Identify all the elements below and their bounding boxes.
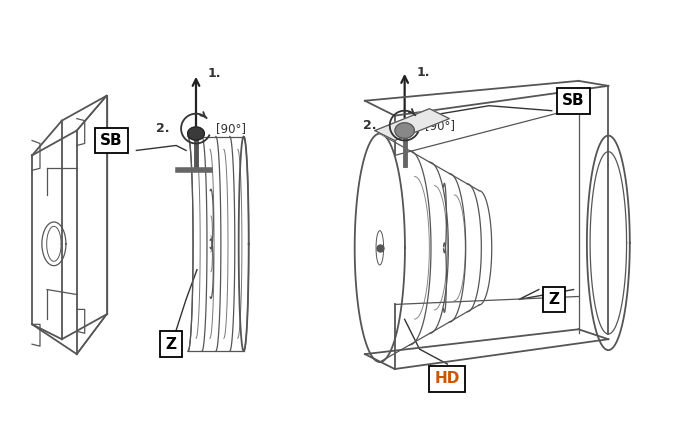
Text: [90°]: [90°]: [216, 122, 246, 135]
Text: 2.: 2.: [363, 119, 377, 132]
Polygon shape: [188, 127, 204, 140]
Text: [90°]: [90°]: [424, 119, 454, 132]
Text: 2.: 2.: [156, 122, 169, 135]
Text: 1.: 1.: [416, 66, 430, 79]
Polygon shape: [374, 108, 449, 141]
Polygon shape: [395, 123, 414, 138]
Text: Z: Z: [166, 337, 176, 352]
Text: HD: HD: [435, 372, 460, 386]
Text: Z: Z: [548, 292, 559, 307]
Text: SB: SB: [100, 133, 122, 148]
Text: 1.: 1.: [208, 67, 221, 80]
Text: SB: SB: [562, 93, 585, 108]
